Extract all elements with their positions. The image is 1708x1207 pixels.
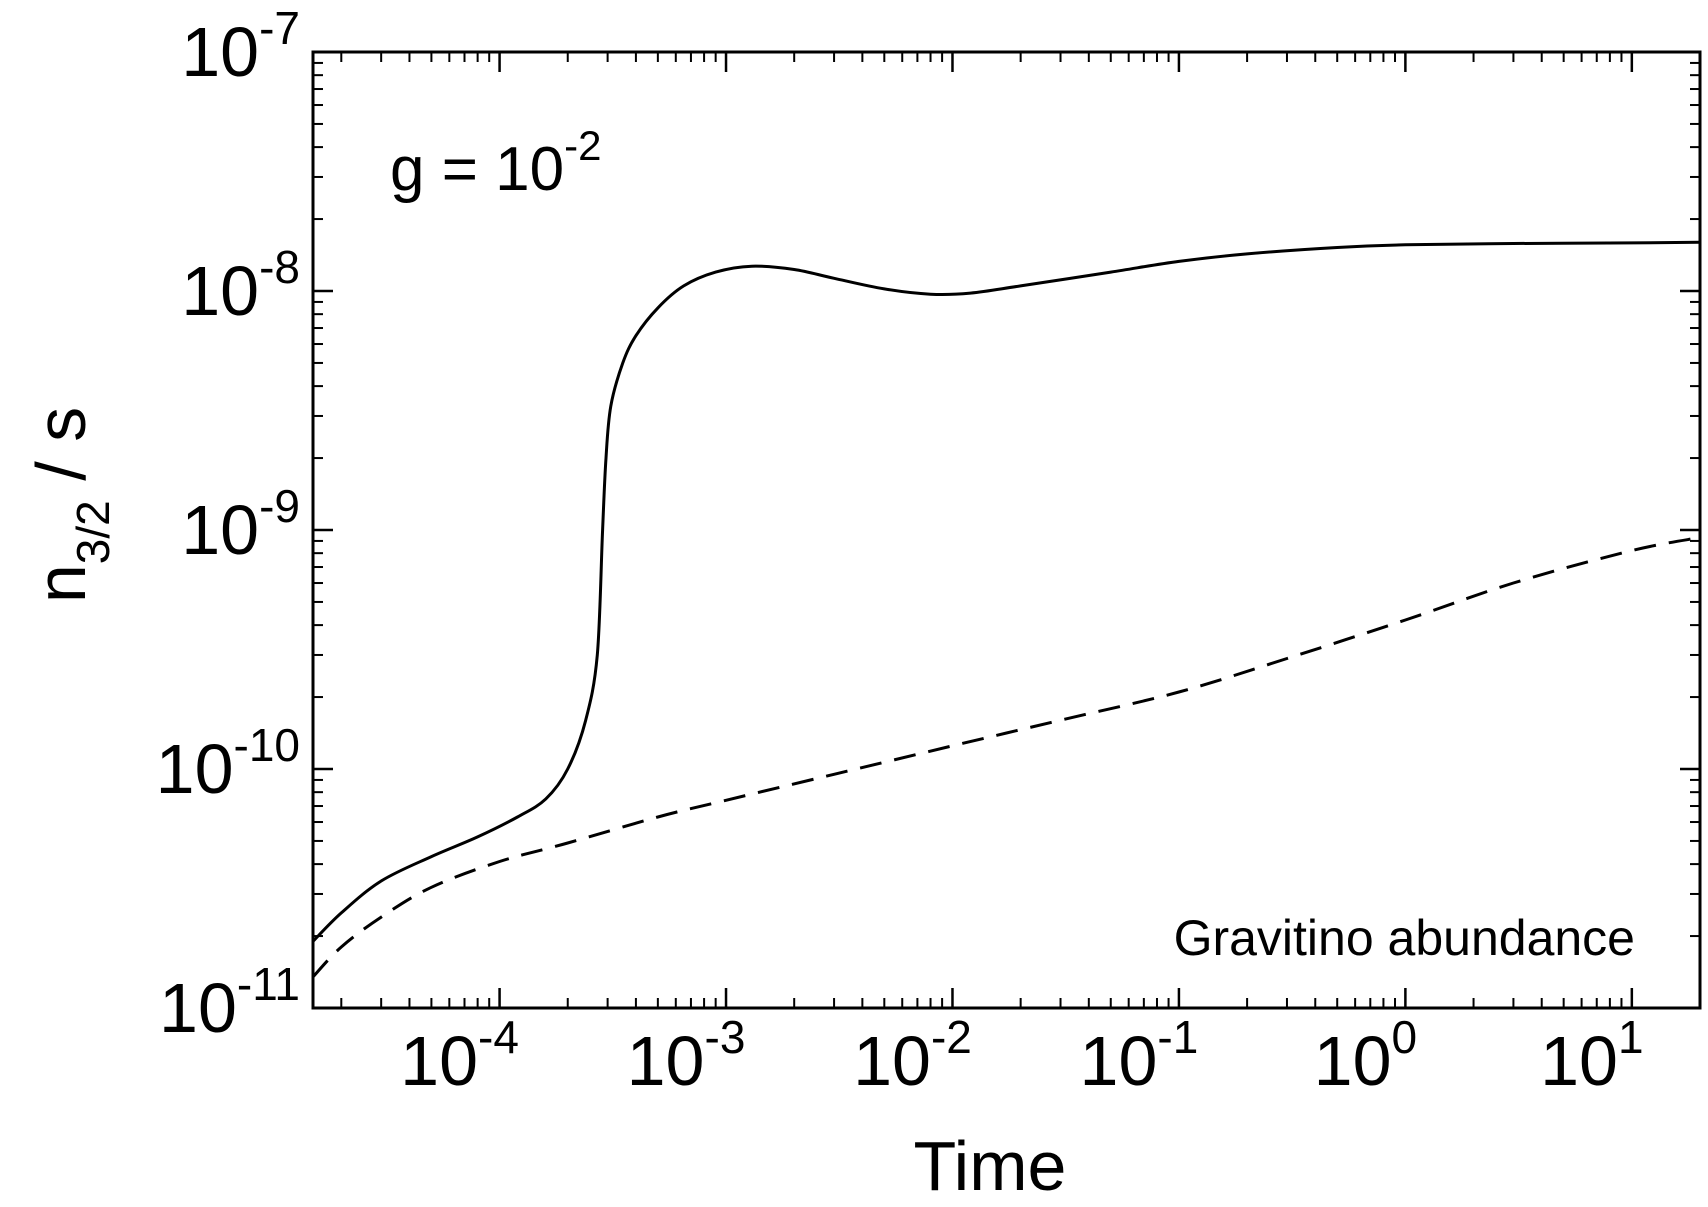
y-tick-label: 10-8 bbox=[181, 241, 300, 330]
y-tick-label-base: 10 bbox=[181, 13, 259, 91]
x-tick-label-base: 10 bbox=[1080, 1022, 1158, 1100]
x-tick-label-exponent: -4 bbox=[478, 1011, 519, 1063]
coupling-annotation-base: g = 10 bbox=[390, 135, 564, 204]
x-tick-label: 10-2 bbox=[853, 1011, 972, 1100]
y-tick-label-exponent: -10 bbox=[234, 719, 300, 771]
y-tick-label: 10-7 bbox=[181, 2, 300, 91]
x-tick-label-exponent: -3 bbox=[705, 1011, 746, 1063]
y-tick-label-base: 10 bbox=[181, 252, 259, 330]
gravitino-abundance-label: Gravitino abundance bbox=[1174, 910, 1635, 966]
x-tick-label: 10-4 bbox=[400, 1011, 519, 1100]
x-tick-labels: 10-4 10-3 10-2 10-1 100 101 bbox=[400, 1011, 1643, 1100]
x-axis-label: Time bbox=[914, 1127, 1067, 1205]
y-tick-label-base: 10 bbox=[159, 969, 237, 1047]
y-axis-label-base: n bbox=[22, 564, 100, 603]
y-tick-label-exponent: -9 bbox=[259, 480, 300, 532]
y-axis-label: n3/2 / s bbox=[22, 407, 119, 603]
y-tick-label-base: 10 bbox=[181, 491, 259, 569]
x-tick-label-exponent: -1 bbox=[1157, 1011, 1198, 1063]
plot-frame bbox=[311, 50, 1702, 1010]
y-tick-label-exponent: -7 bbox=[259, 2, 300, 54]
x-tick-label-base: 10 bbox=[1314, 1022, 1392, 1100]
coupling-annotation-exponent: -2 bbox=[564, 122, 601, 169]
y-tick-label: 10-9 bbox=[181, 480, 300, 569]
x-tick-label-base: 10 bbox=[400, 1022, 478, 1100]
dashed-series-line bbox=[311, 536, 1701, 978]
x-tick-label-exponent: 0 bbox=[1392, 1011, 1418, 1063]
y-tick-label: 10-11 bbox=[159, 958, 300, 1047]
minor-ticks bbox=[313, 52, 1700, 1008]
x-tick-label: 10-3 bbox=[627, 1011, 746, 1100]
series-layer bbox=[311, 240, 1701, 978]
coupling-annotation: g = 10-2 bbox=[390, 122, 601, 204]
y-tick-label-exponent: -8 bbox=[259, 241, 300, 293]
solid-series-line bbox=[311, 240, 1701, 943]
y-tick-label-exponent: -11 bbox=[237, 958, 300, 1010]
x-tick-label-base: 10 bbox=[627, 1022, 705, 1100]
y-tick-label-base: 10 bbox=[156, 730, 234, 808]
x-tick-label-base: 10 bbox=[853, 1022, 931, 1100]
x-tick-label-exponent: 1 bbox=[1618, 1011, 1644, 1063]
y-axis-label-suffix: / s bbox=[22, 407, 100, 500]
x-tick-label: 100 bbox=[1314, 1011, 1417, 1100]
x-tick-label-base: 10 bbox=[1540, 1022, 1618, 1100]
y-axis-label-subscript: 3/2 bbox=[67, 500, 119, 564]
x-tick-label-exponent: -2 bbox=[931, 1011, 972, 1063]
x-tick-label: 101 bbox=[1540, 1011, 1643, 1100]
x-tick-label: 10-1 bbox=[1080, 1011, 1199, 1100]
y-tick-label: 10-10 bbox=[156, 719, 300, 808]
